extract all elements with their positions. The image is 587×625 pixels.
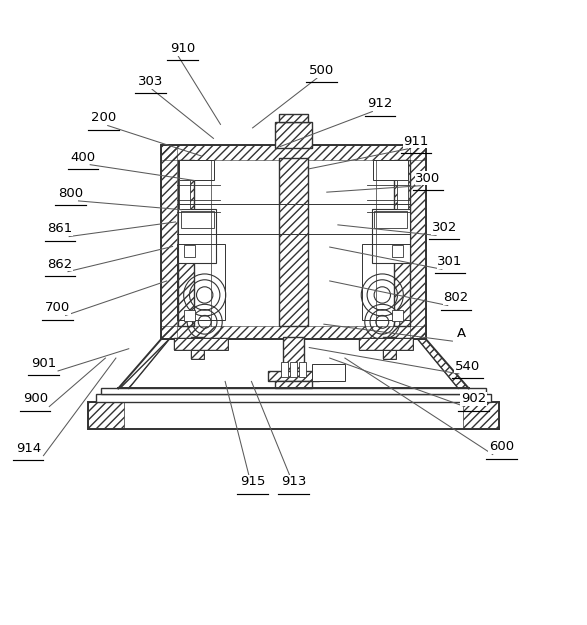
Bar: [410, 145, 426, 339]
Text: 400: 400: [70, 151, 96, 164]
Text: 303: 303: [138, 75, 163, 88]
Text: 912: 912: [367, 98, 393, 111]
Bar: [392, 309, 403, 321]
Bar: [281, 362, 288, 377]
Bar: [275, 381, 312, 389]
Bar: [279, 114, 308, 122]
Bar: [179, 180, 190, 209]
Bar: [397, 180, 408, 209]
Bar: [161, 145, 177, 339]
Bar: [181, 211, 214, 227]
Bar: [178, 160, 194, 326]
Bar: [359, 338, 413, 351]
Text: 200: 200: [91, 111, 116, 124]
Bar: [161, 326, 426, 339]
Text: A: A: [457, 327, 465, 340]
Bar: [394, 160, 410, 326]
Bar: [101, 389, 486, 394]
Text: 700: 700: [45, 301, 70, 314]
Bar: [178, 209, 217, 263]
Bar: [184, 309, 195, 321]
Bar: [174, 338, 228, 351]
Bar: [372, 209, 410, 263]
Bar: [88, 402, 124, 429]
Bar: [179, 160, 214, 180]
Text: 540: 540: [455, 360, 480, 372]
Bar: [283, 337, 304, 371]
Bar: [383, 337, 396, 359]
Bar: [268, 371, 319, 381]
Bar: [88, 402, 499, 429]
Bar: [299, 362, 306, 377]
Bar: [275, 122, 312, 148]
Bar: [312, 364, 345, 381]
Text: 900: 900: [23, 392, 48, 406]
Bar: [392, 246, 403, 257]
Bar: [362, 244, 410, 320]
Text: 802: 802: [443, 291, 468, 304]
Text: 300: 300: [415, 172, 440, 184]
Bar: [191, 337, 204, 359]
Bar: [177, 244, 225, 320]
Bar: [374, 211, 407, 227]
Bar: [394, 160, 410, 326]
Bar: [279, 158, 308, 326]
Bar: [161, 145, 426, 160]
Bar: [359, 338, 413, 351]
Bar: [279, 158, 308, 326]
Bar: [279, 114, 308, 122]
Text: 600: 600: [489, 441, 514, 453]
Bar: [383, 337, 396, 359]
Text: 914: 914: [16, 441, 41, 454]
Bar: [290, 362, 297, 377]
Text: 901: 901: [31, 357, 56, 370]
Bar: [96, 394, 491, 402]
Text: 800: 800: [58, 187, 83, 200]
Bar: [463, 402, 499, 429]
Bar: [184, 246, 195, 257]
Text: 862: 862: [47, 258, 72, 271]
Text: 902: 902: [461, 392, 486, 406]
Text: 861: 861: [47, 222, 72, 236]
Bar: [275, 122, 312, 148]
Text: 301: 301: [437, 255, 463, 268]
Bar: [275, 381, 312, 389]
Text: 911: 911: [403, 135, 429, 148]
Bar: [268, 371, 319, 381]
Bar: [283, 337, 304, 371]
Text: 910: 910: [170, 42, 195, 55]
Bar: [373, 160, 408, 180]
Text: 915: 915: [240, 476, 265, 488]
Text: 500: 500: [309, 64, 334, 77]
Bar: [174, 338, 228, 351]
Text: 302: 302: [431, 221, 457, 234]
Bar: [161, 145, 426, 339]
Bar: [178, 160, 194, 326]
Bar: [191, 337, 204, 359]
Text: 913: 913: [281, 476, 306, 488]
